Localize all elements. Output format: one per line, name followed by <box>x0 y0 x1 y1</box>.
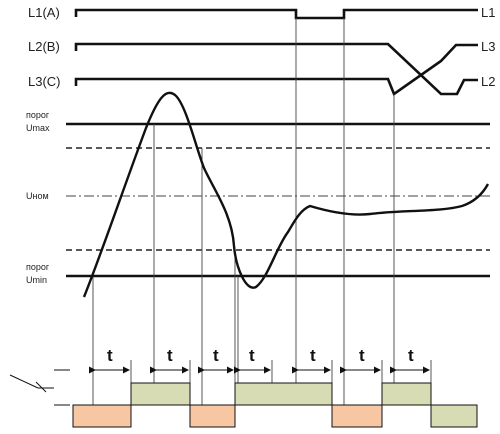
delay-label-7: t <box>408 346 414 365</box>
umax-threshold-label-1: порог <box>26 110 50 120</box>
phase-l2-right-label: L2 <box>481 74 495 89</box>
umin-threshold-label-1: порог <box>26 262 50 272</box>
delay-label-5: t <box>310 346 316 365</box>
contact-state-closed <box>72 404 132 428</box>
umax-threshold-label-2: Umax <box>26 123 50 133</box>
delay-label-1: t <box>107 346 113 365</box>
delay-label-6: t <box>359 346 365 365</box>
delay-intervals: t t t t t t t <box>89 346 430 374</box>
voltage-curve <box>82 91 490 298</box>
phase-l1-label: L1(A) <box>28 5 60 20</box>
contact-state-blocks <box>72 382 478 428</box>
phase-l2-signal <box>74 42 478 96</box>
contact-state-switched <box>234 382 333 406</box>
event-lines <box>92 18 432 405</box>
phase-l3-label: L3(C) <box>28 74 61 89</box>
contact-state-closed <box>189 404 236 428</box>
phase-l2-label: L2(B) <box>28 39 60 54</box>
delay-label-4: t <box>249 346 255 365</box>
phase-l3-right-label: L3 <box>481 39 495 54</box>
contact-state-switched <box>381 382 432 406</box>
contact-state-switched <box>430 404 478 428</box>
unom-label: Uном <box>26 191 49 201</box>
phase-l3-signal <box>74 43 478 97</box>
phase-l1-right-label: L1 <box>481 5 495 20</box>
delay-label-3: t <box>213 346 219 365</box>
relay-contact-icon <box>9 369 70 406</box>
delay-label-2: t <box>167 346 173 365</box>
umin-threshold-label-2: Umin <box>26 275 47 285</box>
contact-state-switched <box>130 382 191 406</box>
phase-l1-signal <box>74 8 478 20</box>
contact-state-closed <box>331 404 383 428</box>
